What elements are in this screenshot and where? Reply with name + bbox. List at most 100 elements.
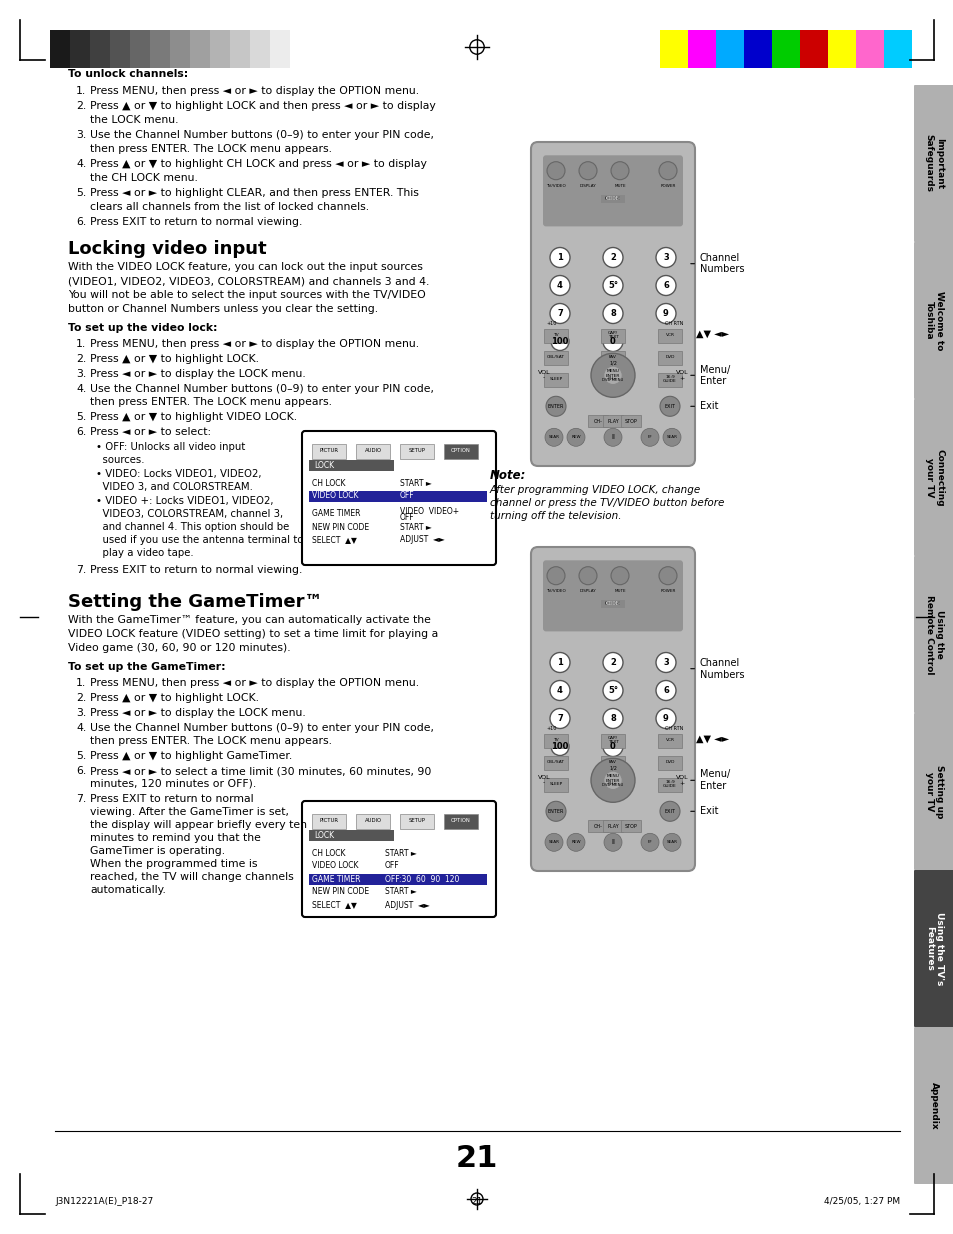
FancyBboxPatch shape [913, 713, 953, 870]
Text: OPTION: OPTION [451, 818, 471, 823]
Text: Appendix: Appendix [929, 1082, 938, 1129]
Text: VCR: VCR [665, 738, 674, 742]
Text: Press ▲ or ▼ to highlight GameTimer.: Press ▲ or ▼ to highlight GameTimer. [90, 752, 292, 761]
Text: Press MENU, then press ◄ or ► to display the OPTION menu.: Press MENU, then press ◄ or ► to display… [90, 86, 418, 96]
Bar [600, 600, 624, 607]
Bar [399, 814, 434, 829]
Text: channel or press the TV/VIDEO button before: channel or press the TV/VIDEO button bef… [490, 499, 723, 508]
Text: 8: 8 [610, 308, 616, 318]
Text: CH-: CH- [593, 418, 601, 423]
Text: 6.: 6. [76, 427, 86, 437]
Bar [230, 30, 250, 68]
Text: VIDEO3, COLORSTREAM, channel 3,: VIDEO3, COLORSTREAM, channel 3, [96, 508, 283, 520]
Text: NEW PIN CODE: NEW PIN CODE [312, 887, 369, 896]
Bar [150, 30, 170, 68]
Text: Exit: Exit [690, 806, 718, 817]
Bar [658, 373, 681, 387]
Bar [658, 756, 681, 770]
Text: CODE: CODE [604, 601, 620, 606]
FancyBboxPatch shape [913, 1027, 953, 1183]
Bar [771, 30, 800, 68]
Text: Channel
Numbers: Channel Numbers [690, 658, 743, 680]
FancyBboxPatch shape [531, 547, 695, 871]
Circle shape [603, 771, 621, 790]
Text: the LOCK menu.: the LOCK menu. [90, 115, 178, 125]
Text: Press MENU, then press ◄ or ► to display the OPTION menu.: Press MENU, then press ◄ or ► to display… [90, 339, 418, 349]
Bar [210, 30, 230, 68]
Text: Channel
Numbers: Channel Numbers [690, 253, 743, 274]
Text: REW: REW [571, 436, 580, 439]
Text: 9: 9 [662, 308, 668, 318]
Text: ADJUST  ◄►: ADJUST ◄► [385, 901, 429, 909]
Text: +10: +10 [546, 726, 557, 731]
Text: Important
Safeguards: Important Safeguards [923, 135, 943, 193]
Bar [620, 821, 640, 832]
Text: the display will appear briefly every ten: the display will appear briefly every te… [90, 821, 307, 830]
Circle shape [602, 680, 622, 701]
Text: START ►: START ► [385, 887, 416, 896]
Text: GAME TIMER: GAME TIMER [312, 875, 360, 884]
Text: MUTE: MUTE [614, 589, 625, 592]
Text: OFF: OFF [399, 491, 415, 501]
Bar [800, 30, 827, 68]
Text: NEW PIN CODE: NEW PIN CODE [312, 522, 369, 532]
FancyBboxPatch shape [913, 557, 953, 713]
Circle shape [546, 566, 564, 585]
Text: +10: +10 [546, 321, 557, 326]
Text: 2.: 2. [76, 354, 86, 364]
Text: 7.: 7. [76, 793, 86, 805]
Circle shape [545, 801, 565, 822]
Text: CH RTN: CH RTN [664, 321, 682, 326]
Text: the CH LOCK menu.: the CH LOCK menu. [90, 173, 197, 183]
Circle shape [590, 353, 635, 397]
Text: VOL
-: VOL - [537, 370, 550, 381]
Text: and channel 4. This option should be: and channel 4. This option should be [96, 522, 289, 532]
Text: 3.: 3. [76, 130, 86, 139]
Text: Locking video input: Locking video input [68, 239, 266, 258]
Text: To unlock channels:: To unlock channels: [68, 69, 188, 79]
Text: then press ENTER. The LOCK menu appears.: then press ENTER. The LOCK menu appears. [90, 735, 332, 747]
Bar [543, 777, 567, 792]
Text: FAV: FAV [608, 355, 617, 359]
Text: FF: FF [647, 840, 652, 844]
Text: Using the TV's
Features: Using the TV's Features [923, 912, 943, 985]
Text: OFF: OFF [399, 513, 415, 522]
Text: 2.: 2. [76, 694, 86, 703]
Circle shape [545, 396, 565, 416]
Bar [543, 734, 567, 748]
Text: 3: 3 [662, 658, 668, 668]
Text: turning off the television.: turning off the television. [490, 511, 620, 521]
Text: Use the Channel Number buttons (0–9) to enter your PIN code,: Use the Channel Number buttons (0–9) to … [90, 130, 434, 139]
Circle shape [550, 275, 569, 295]
Bar [587, 416, 607, 427]
Bar [110, 30, 130, 68]
Text: Press ◄ or ► to select a time limit (30 minutes, 60 minutes, 90: Press ◄ or ► to select a time limit (30 … [90, 766, 431, 776]
Text: 6: 6 [662, 686, 668, 695]
Text: STOP: STOP [624, 418, 637, 423]
FancyBboxPatch shape [913, 870, 953, 1027]
Text: used if you use the antenna terminal to: used if you use the antenna terminal to [96, 536, 303, 545]
Text: 7: 7 [557, 308, 562, 318]
Circle shape [602, 737, 622, 756]
Text: 4.: 4. [76, 159, 86, 169]
Text: PICTUR: PICTUR [319, 448, 338, 454]
Bar [543, 373, 567, 387]
Text: II: II [610, 434, 615, 441]
Text: CH LOCK: CH LOCK [312, 479, 345, 487]
Text: button or Channel Numbers unless you clear the setting.: button or Channel Numbers unless you cle… [68, 304, 377, 313]
Text: Press EXIT to return to normal viewing.: Press EXIT to return to normal viewing. [90, 217, 302, 227]
Text: LOCK: LOCK [314, 460, 334, 469]
Text: minutes, 120 minutes or OFF).: minutes, 120 minutes or OFF). [90, 779, 256, 789]
FancyBboxPatch shape [913, 85, 953, 242]
Text: VIDEO LOCK feature (VIDEO setting) to set a time limit for playing a: VIDEO LOCK feature (VIDEO setting) to se… [68, 629, 437, 639]
Text: START ►: START ► [385, 849, 416, 858]
Text: TV: TV [553, 333, 558, 337]
Bar [743, 30, 771, 68]
Text: • OFF: Unlocks all video input: • OFF: Unlocks all video input [96, 442, 245, 452]
Text: 2: 2 [609, 658, 616, 668]
Circle shape [656, 248, 676, 268]
Text: 3.: 3. [76, 369, 86, 379]
Circle shape [602, 708, 622, 728]
Text: 16:9
GUIDE: 16:9 GUIDE [662, 780, 677, 789]
Text: Welcome to
Toshiba: Welcome to Toshiba [923, 291, 943, 350]
